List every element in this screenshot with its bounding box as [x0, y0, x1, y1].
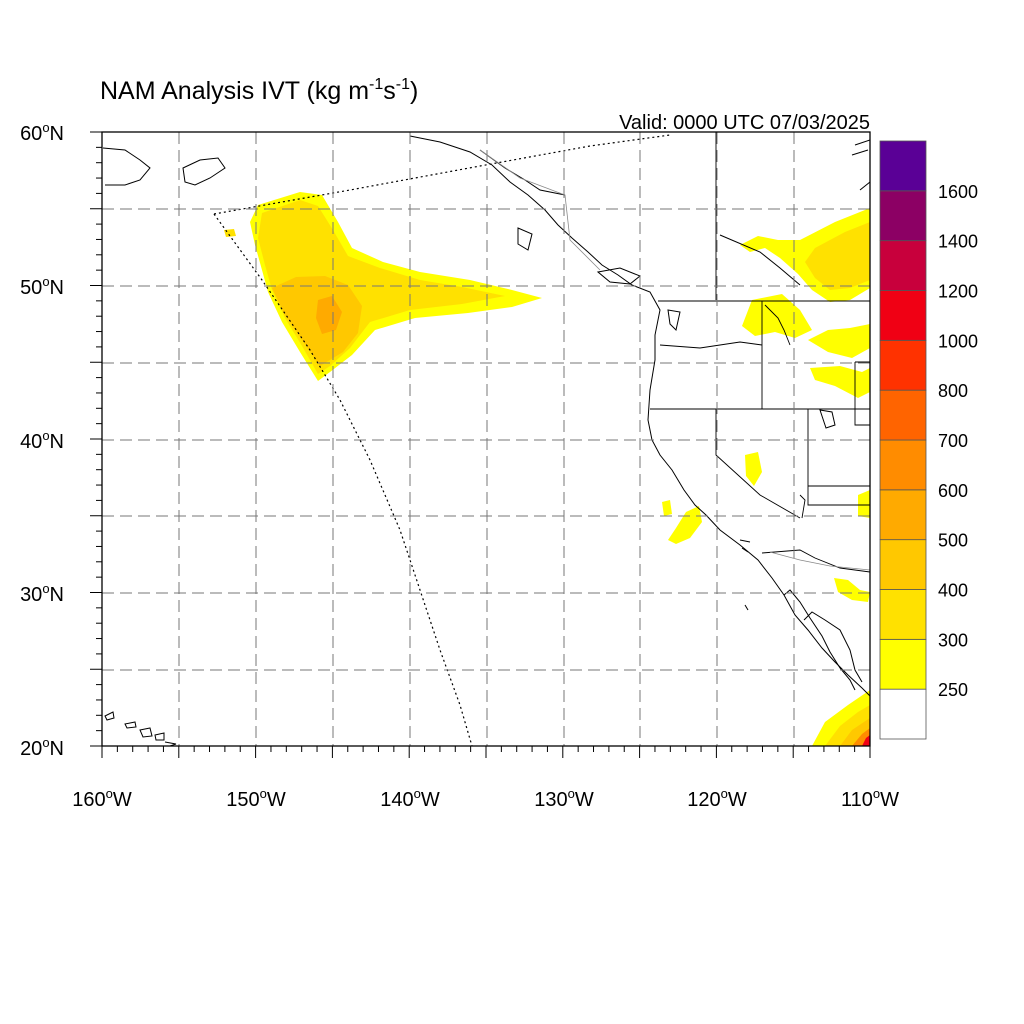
legend-swatch — [879, 589, 927, 640]
lat-label-30: 30oN — [20, 581, 64, 606]
legend-swatch — [879, 240, 927, 291]
ivt-tropical-800 — [862, 735, 870, 746]
ivt-socal — [668, 506, 702, 544]
political-borders — [650, 132, 870, 573]
tick-marks — [90, 131, 871, 758]
ivt-plume-500 — [272, 276, 362, 366]
legend-level-label: 500 — [938, 531, 968, 551]
state-borders-gray — [479, 149, 870, 571]
ivt-speck-2 — [662, 500, 672, 516]
lon-label-120: 120oW — [687, 786, 747, 811]
legend-level-label: 1600 — [938, 182, 978, 202]
ivt-nevada — [745, 452, 762, 486]
legend-swatch — [879, 190, 927, 242]
lon-label-140: 140oW — [380, 786, 440, 811]
legend-swatch — [879, 539, 927, 590]
legend-swatch — [879, 688, 927, 740]
gridlines — [102, 132, 870, 746]
ivt-north-band-400 — [805, 222, 870, 290]
map-title: NAM Analysis IVT (kg m-1s-1) — [100, 76, 418, 105]
legend-swatch — [879, 389, 927, 441]
ivt-idaho — [742, 294, 812, 338]
ivt-wyoming — [808, 324, 870, 358]
legend-swatch — [879, 439, 927, 491]
lat-label-50: 50oN — [20, 274, 64, 299]
ivt-baja-east — [834, 578, 870, 602]
legend-swatch — [879, 339, 927, 391]
domain-boundary — [213, 134, 671, 746]
lon-label-130: 130oW — [534, 786, 594, 811]
lon-label-160: 160oW — [72, 786, 132, 811]
legend-level-label: 1200 — [938, 282, 978, 302]
valid-time: Valid: 0000 UTC 07/03/2025 — [619, 112, 870, 134]
lon-labels: 160oW 150oW 140oW 130oW 120oW 110oW — [72, 786, 899, 811]
lon-label-150: 150oW — [226, 786, 286, 811]
lat-label-20: 20oN — [20, 735, 64, 760]
map-panel — [102, 132, 870, 746]
legend-colorbar: 250 300 400 500 600 700 800 1000 1200 1400 1600 — [879, 140, 978, 740]
legend-level-label: 1400 — [938, 232, 978, 252]
lat-label-60: 60oN — [20, 120, 64, 145]
lat-label-40: 40oN — [20, 428, 64, 453]
legend-swatch — [879, 489, 927, 541]
legend-level-label: 300 — [938, 630, 968, 650]
legend-swatch — [879, 140, 927, 192]
legend-level-label: 400 — [938, 581, 968, 601]
ivt-plume-core — [316, 296, 342, 334]
legend-level-label: 600 — [938, 481, 968, 501]
legend-swatch — [879, 638, 927, 690]
legend-level-label: 1000 — [938, 331, 978, 351]
legend-swatch — [879, 290, 927, 341]
legend-level-label: 700 — [938, 431, 968, 451]
ivt-southeast — [858, 490, 870, 518]
lat-labels: 60oN 50oN 40oN 30oN 20oN — [20, 120, 64, 760]
legend-level-label: 800 — [938, 381, 968, 401]
legend-level-label: 250 — [938, 680, 968, 700]
lon-label-110: 110oW — [841, 786, 899, 811]
